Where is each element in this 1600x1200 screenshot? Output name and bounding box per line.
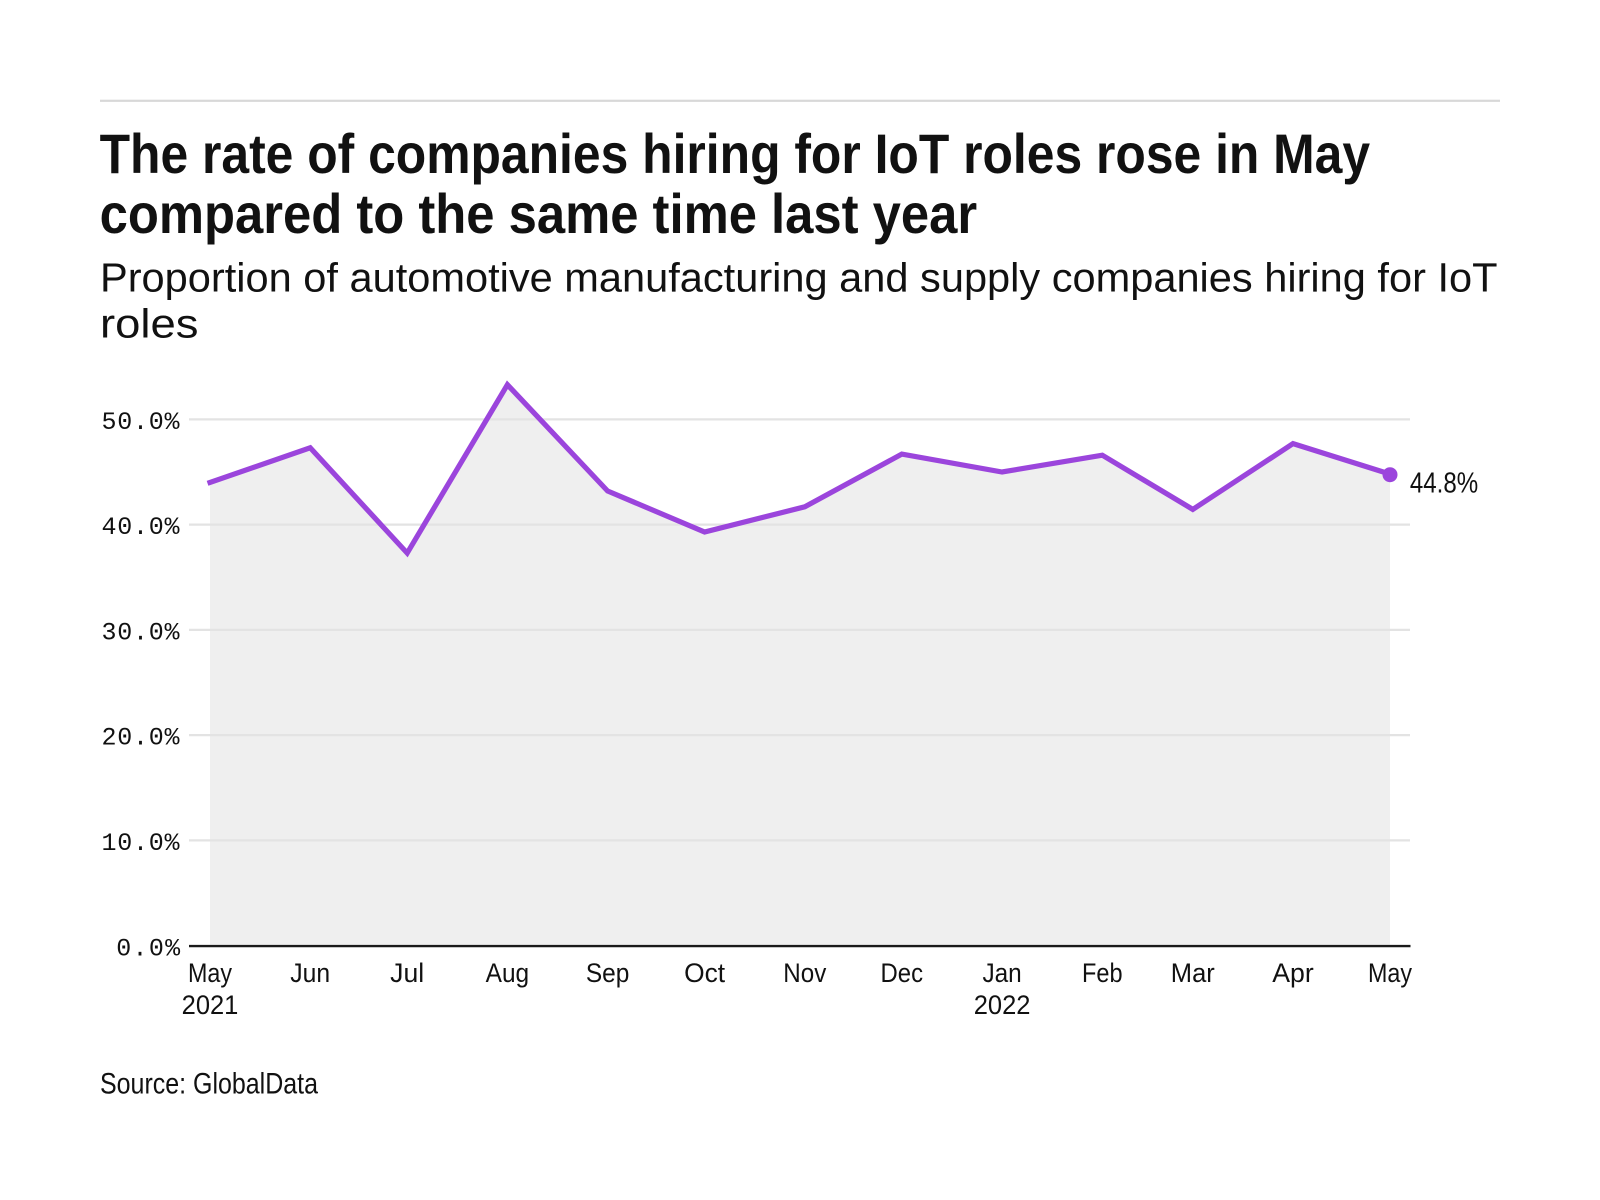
svg-text:0.0%: 0.0%	[116, 934, 181, 963]
svg-text:2021: 2021	[182, 990, 239, 1020]
svg-text:Dec: Dec	[881, 958, 924, 988]
svg-text:The rate of companies hiring f: The rate of companies hiring for IoT rol…	[100, 122, 1371, 185]
svg-text:10.0%: 10.0%	[102, 829, 181, 858]
svg-text:May: May	[188, 958, 233, 988]
svg-text:Jul: Jul	[390, 958, 424, 988]
svg-text:30.0%: 30.0%	[102, 618, 181, 647]
svg-text:44.8%: 44.8%	[1410, 467, 1478, 499]
svg-text:compared to the same time last: compared to the same time last year	[100, 182, 978, 245]
svg-text:Feb: Feb	[1082, 958, 1123, 988]
svg-text:Aug: Aug	[486, 958, 530, 988]
svg-text:roles: roles	[100, 301, 199, 347]
svg-text:Source: GlobalData: Source: GlobalData	[100, 1068, 318, 1101]
svg-text:Jan: Jan	[982, 958, 1021, 988]
svg-text:Proportion of automotive manuf: Proportion of automotive manufacturing a…	[100, 254, 1498, 300]
svg-text:Mar: Mar	[1171, 958, 1215, 988]
svg-text:2022: 2022	[974, 990, 1031, 1020]
svg-text:Jun: Jun	[290, 958, 330, 988]
svg-text:Oct: Oct	[684, 958, 726, 988]
svg-text:50.0%: 50.0%	[102, 408, 181, 437]
svg-text:Sep: Sep	[586, 958, 630, 988]
svg-text:May: May	[1368, 958, 1413, 988]
svg-text:20.0%: 20.0%	[102, 724, 181, 753]
svg-text:40.0%: 40.0%	[102, 513, 181, 542]
svg-text:Apr: Apr	[1272, 958, 1314, 988]
svg-text:Nov: Nov	[783, 958, 827, 988]
